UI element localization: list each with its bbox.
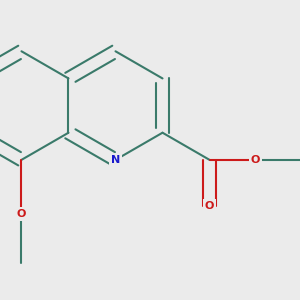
Text: O: O [205,201,214,211]
Text: O: O [17,209,26,219]
Text: O: O [251,155,260,165]
Text: N: N [111,155,120,165]
